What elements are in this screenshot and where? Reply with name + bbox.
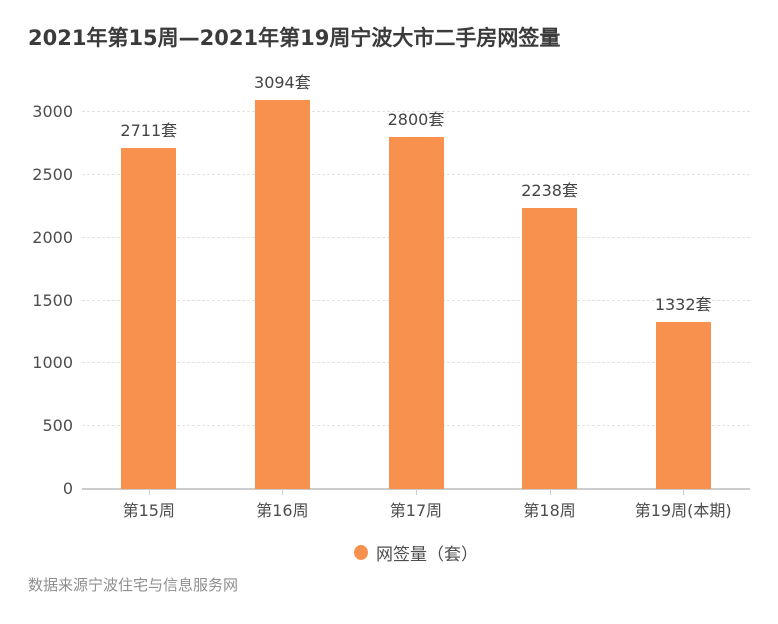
bar [655,321,711,489]
y-gridline [82,111,750,112]
x-axis-tick [683,490,685,495]
x-axis-tick-label: 第17周 [389,501,443,520]
bar-value-label: 1332套 [654,294,712,314]
chart-title: 2021年第15周—2021年第19周宁波大市二手房网签量 [28,26,561,50]
bar [121,148,177,489]
bar [388,137,444,489]
y-axis-tick-label: 0 [62,479,73,498]
y-axis-tick-label: 1000 [32,353,73,373]
x-axis-tick [148,490,150,495]
x-axis-line [82,488,750,490]
data-source-note: 数据来源宁波住宅与信息服务网 [28,576,239,594]
bar-value-label: 2800套 [387,110,445,130]
bar-value-label: 2711套 [120,121,178,141]
y-axis-tick-label: 2000 [32,227,73,247]
bar [254,100,310,489]
legend-label: 网签量（套） [376,544,478,565]
legend-marker-icon [354,544,368,560]
x-axis-tick-label: 第18周 [523,501,576,520]
x-axis-tick-label: 第16周 [256,501,309,520]
x-axis-tick-label: 第15周 [122,501,175,520]
bar-value-label: 2238套 [521,180,578,200]
y-axis-tick-label: 1500 [32,290,73,310]
bar [522,207,578,489]
y-axis-tick-label: 500 [42,416,73,436]
bar-value-label: 3094套 [254,73,311,93]
chart-legend: 网签量（套） [82,540,750,565]
x-axis-tick [282,490,284,495]
x-axis-tick-label: 第19周(本期) [634,501,732,520]
x-axis-tick [549,490,551,495]
x-axis-tick [416,490,417,495]
y-axis-tick-label: 3000 [32,102,73,121]
y-axis-tick-label: 2500 [32,164,73,184]
